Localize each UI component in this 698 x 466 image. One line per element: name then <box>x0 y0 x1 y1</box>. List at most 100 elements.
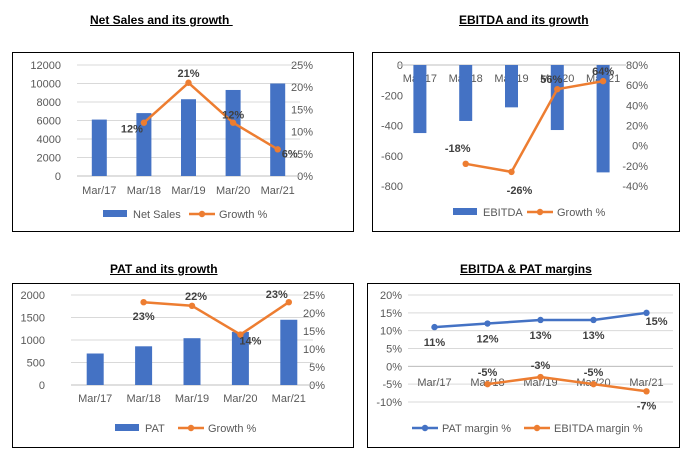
y2-tick-label: -20% <box>622 161 648 173</box>
ebitda-margin-line <box>487 375 647 393</box>
pat-margin-point <box>537 316 544 324</box>
bar-Mar-17 <box>86 353 104 385</box>
legend-swatch-bar <box>103 210 127 217</box>
y-tick-label: -800 <box>381 181 403 193</box>
x-tick-label: Mar/21 <box>629 377 663 389</box>
legend-label: EBITDA margin % <box>554 423 643 435</box>
y-tick-label: -10% <box>376 397 402 409</box>
legend-swatch-marker <box>533 424 541 432</box>
growth-point <box>274 146 281 153</box>
pat-margin-point <box>590 316 597 324</box>
legend-label: EBITDA <box>483 207 523 219</box>
bar-Mar-19 <box>505 65 518 108</box>
data-label: 23% <box>133 311 155 323</box>
y2-tick-label: 60% <box>626 80 648 92</box>
chart-title-net-sales: Net Sales and its growth <box>90 13 233 27</box>
y2-tick-label: 25% <box>291 60 313 72</box>
x-tick-label: Mar/17 <box>417 377 451 389</box>
bar-Mar-19 <box>181 99 196 176</box>
margins-chart: -10%-5%0%5%10%15%20%Mar/17Mar/18Mar/19Ma… <box>376 290 673 435</box>
bar-Mar-17 <box>413 65 427 134</box>
chart-title-margins: EBITDA & PAT margins <box>460 262 592 276</box>
legend-swatch-marker <box>536 208 544 216</box>
y2-tick-label: 20% <box>291 82 313 94</box>
y2-tick-label: 80% <box>626 60 648 72</box>
data-label: -7% <box>637 400 657 412</box>
chart-title-pat: PAT and its growth <box>110 262 218 276</box>
bar-Mar-18 <box>459 65 473 121</box>
bar-Mar-19 <box>183 338 201 385</box>
y-tick-label: 0 <box>39 380 45 392</box>
x-tick-label: Mar/21 <box>261 185 295 197</box>
data-label: 14% <box>239 336 261 348</box>
bar-Mar-21 <box>270 83 286 176</box>
chart-title-ebitda: EBITDA and its growth <box>459 13 589 27</box>
x-tick-label: Mar/18 <box>126 393 160 405</box>
y2-tick-label: 0% <box>297 171 313 183</box>
y-tick-label: 0 <box>397 60 403 72</box>
y2-tick-label: 40% <box>626 100 648 112</box>
x-tick-label: Mar/17 <box>78 393 112 405</box>
x-tick-label: Mar/18 <box>127 185 161 197</box>
data-label: -18% <box>445 143 471 155</box>
growth-point <box>185 79 192 86</box>
y2-tick-label: 20% <box>626 121 648 133</box>
ebitda-margin-point <box>484 380 491 388</box>
y-tick-label: 2000 <box>21 290 45 302</box>
bar-Mar-18 <box>135 346 153 385</box>
legend-label: PAT <box>145 423 165 435</box>
legend-label: Growth % <box>219 209 268 221</box>
data-label: 12% <box>222 110 244 122</box>
y2-tick-label: 0% <box>632 141 648 153</box>
legend-swatch-marker <box>187 424 195 432</box>
bar-Mar-17 <box>91 119 107 176</box>
x-tick-label: Mar/21 <box>272 393 306 405</box>
bar-Mar-20 <box>231 331 249 385</box>
y-tick-label: 1500 <box>21 313 45 325</box>
pat-chart: 0 500 1000 1500 2000 0% 5% 10% 15% 20% 25% Mar/17 Ma… <box>21 289 326 435</box>
growth-point <box>285 299 292 306</box>
growth-line <box>465 79 604 174</box>
legend-swatch-marker <box>421 424 429 432</box>
y-tick-label: 10% <box>380 326 402 338</box>
data-label: -26% <box>507 185 533 197</box>
growth-point <box>140 119 148 126</box>
ebitda-margin-point <box>537 373 544 381</box>
y2-tick-label: 15% <box>291 104 313 116</box>
y-tick-label: 1000 <box>21 335 45 347</box>
y2-tick-label: 20% <box>303 308 325 320</box>
y2-tick-label: 5% <box>297 149 313 161</box>
bar-Mar-20 <box>550 65 564 131</box>
legend-label: PAT margin % <box>442 423 511 435</box>
legend-swatch-marker <box>198 210 206 218</box>
y2-tick-label: 10% <box>291 127 313 139</box>
legend-label: Growth % <box>557 207 606 219</box>
y-tick-label: -400 <box>381 121 403 133</box>
growth-point <box>229 119 237 126</box>
growth-point <box>237 331 244 338</box>
legend-swatch-bar <box>453 208 477 215</box>
growth-point <box>462 160 469 168</box>
net-sales-chart-panel: 0 2000 4000 6000 8000 10000 12000 0% 5% 10% 15% 20%… <box>12 52 354 232</box>
ebitda-margin-point <box>590 380 597 388</box>
growth-point <box>140 299 147 306</box>
growth-point <box>188 302 196 309</box>
net-sales-chart: 0 2000 4000 6000 8000 10000 12000 0% 5% 10% 15% 20%… <box>30 60 313 221</box>
data-label: 6% <box>282 148 298 160</box>
growth-point <box>599 77 607 85</box>
x-tick-label: Mar/20 <box>223 393 257 405</box>
y2-tick-label: 10% <box>303 344 325 356</box>
y-tick-label: 2000 <box>37 153 61 165</box>
y-tick-label: 6000 <box>37 116 61 128</box>
bar-Mar-20 <box>225 89 241 176</box>
y-tick-label: 20% <box>380 290 402 302</box>
bar-Mar-18 <box>136 113 152 176</box>
x-tick-label: Mar/19 <box>523 377 557 389</box>
pat-margin-point <box>484 320 491 327</box>
data-label: -3% <box>531 360 551 372</box>
margins-chart-panel: -10%-5%0%5%10%15%20%Mar/17Mar/18Mar/19Ma… <box>367 283 680 448</box>
y-tick-label: 4000 <box>37 134 61 146</box>
data-label: 11% <box>424 337 446 349</box>
y2-tick-label: 15% <box>303 326 325 338</box>
y-tick-label: -600 <box>381 151 403 163</box>
